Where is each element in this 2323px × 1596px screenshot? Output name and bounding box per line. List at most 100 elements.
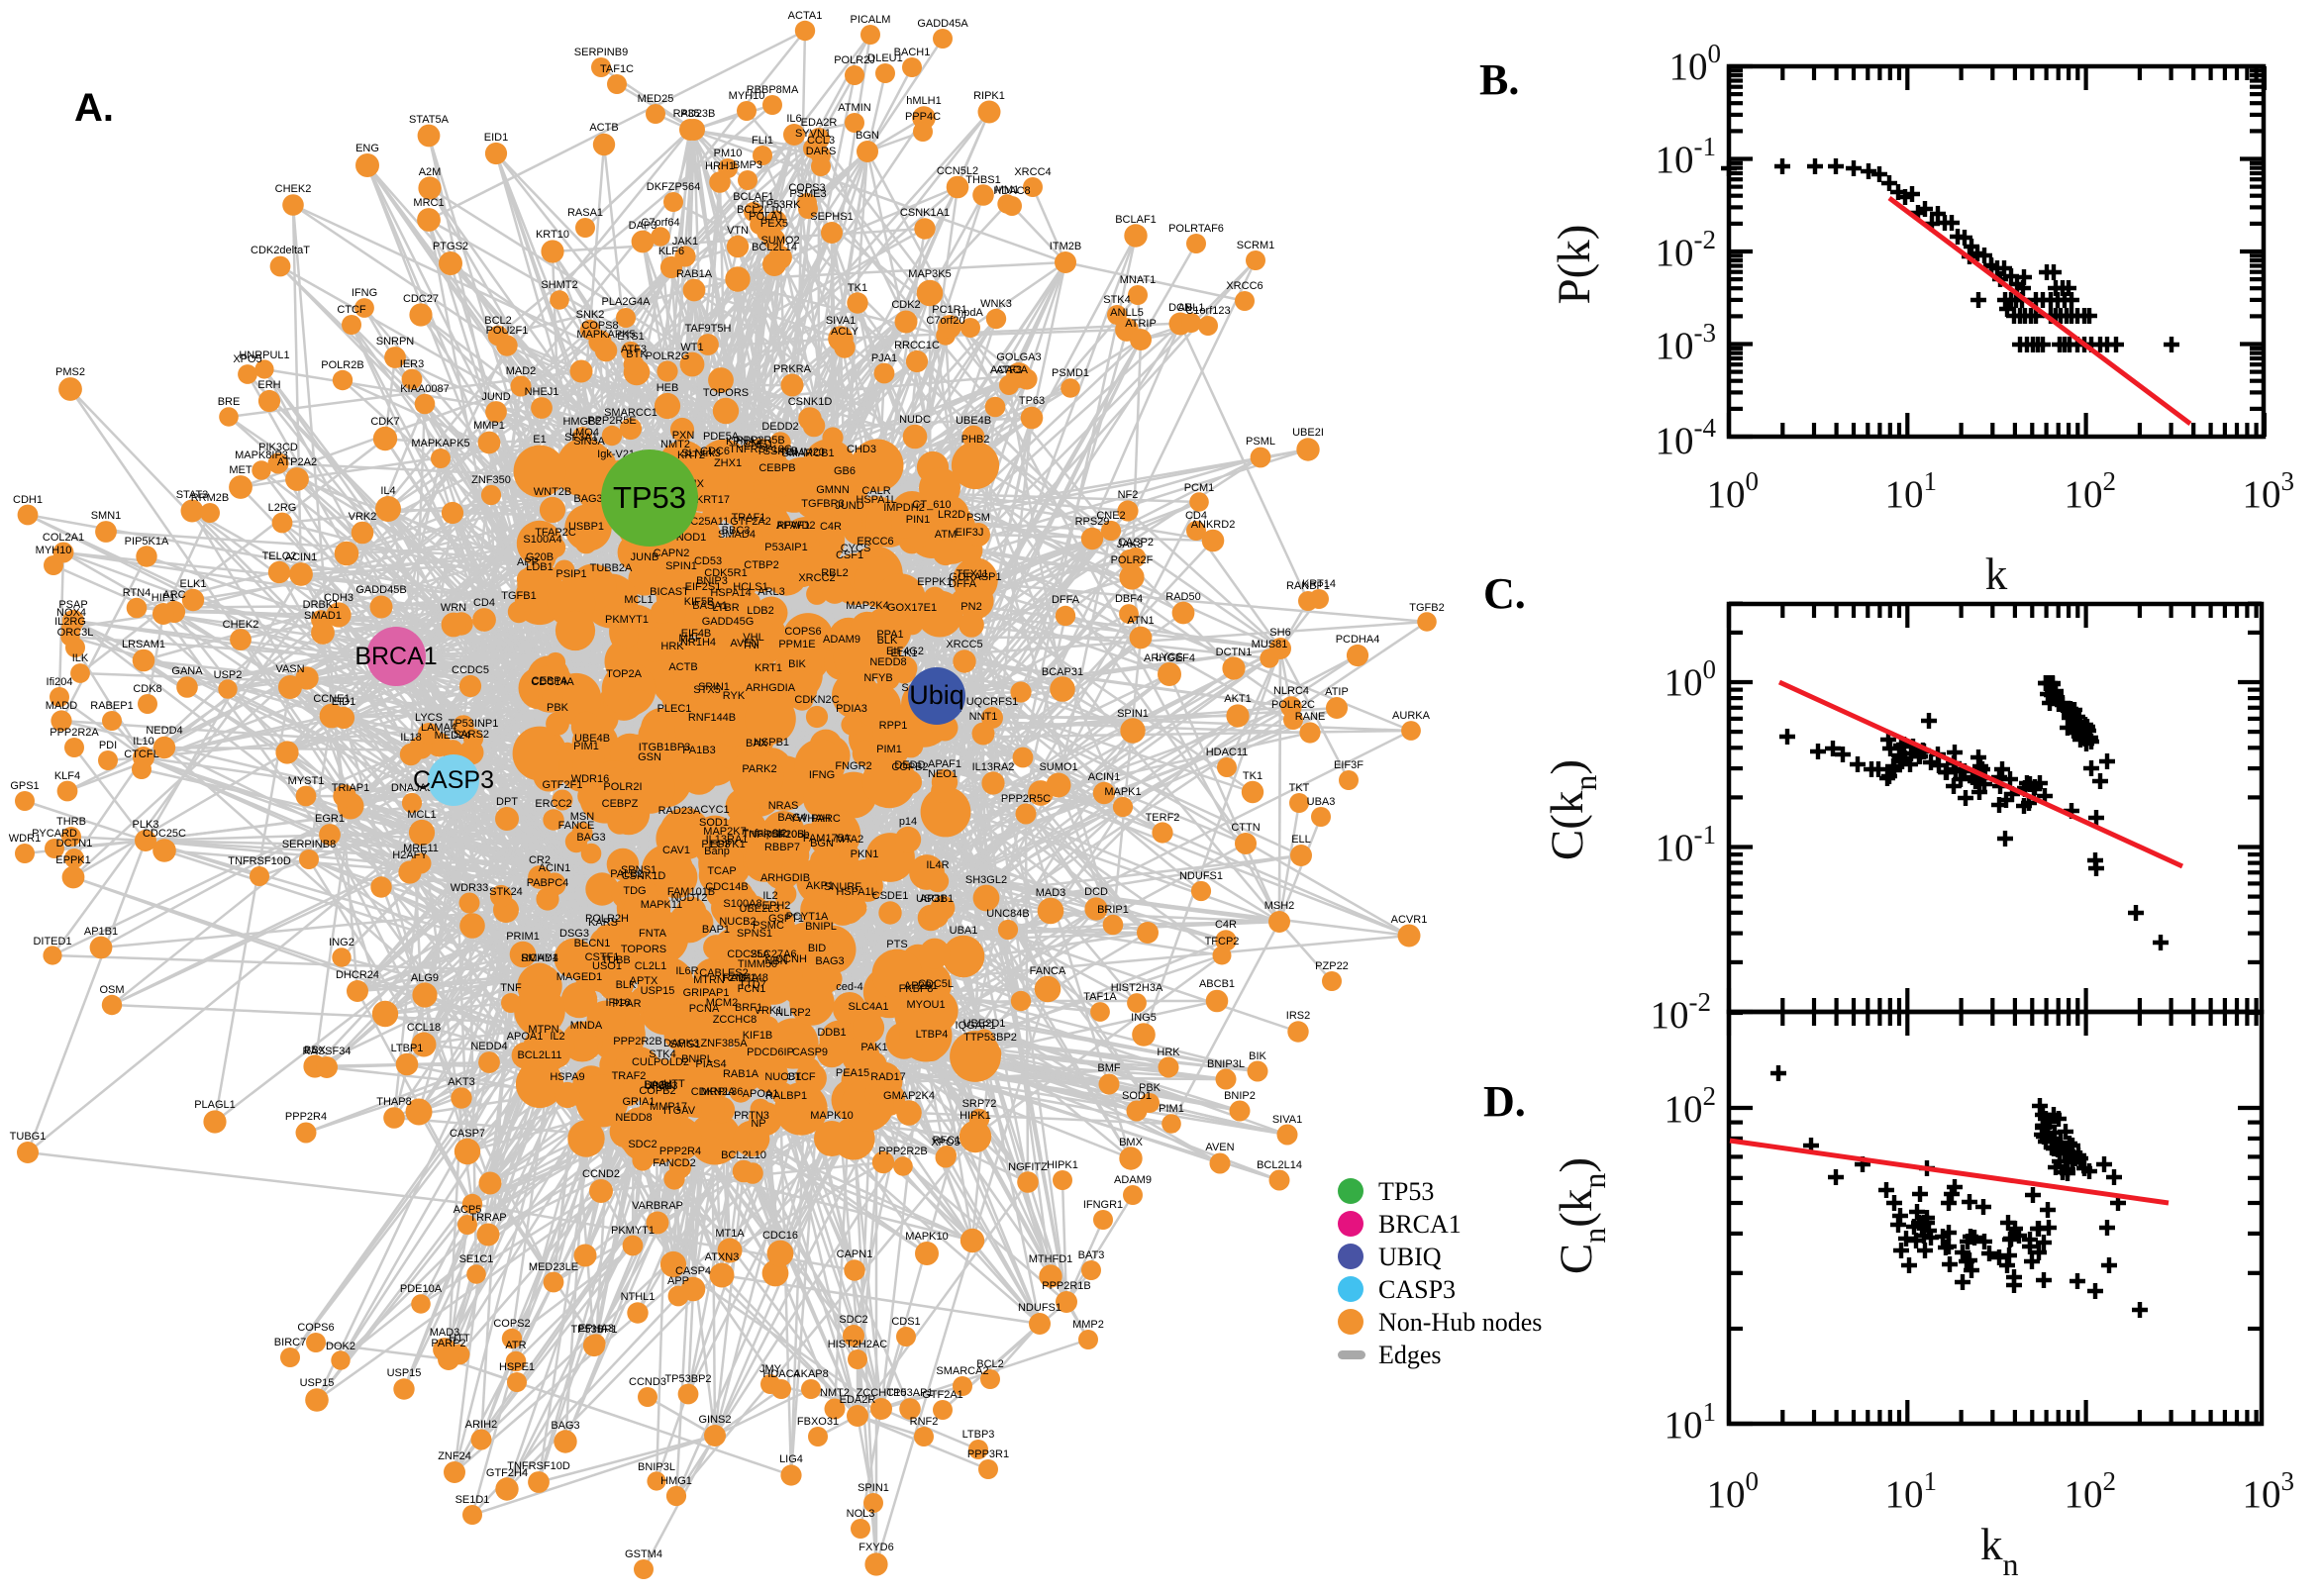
svg-text:IL4R: IL4R (926, 859, 949, 871)
svg-text:PEA15: PEA15 (836, 1067, 869, 1079)
svg-text:BCLAF1: BCLAF1 (733, 191, 774, 203)
svg-text:ACVR1: ACVR1 (1391, 914, 1428, 926)
svg-text:PDI: PDI (99, 740, 117, 751)
svg-text:MTA2: MTA2 (836, 834, 864, 846)
svg-text:P53AIP1: P53AIP1 (764, 542, 807, 553)
svg-text:PSME3: PSME3 (789, 188, 826, 200)
svg-text:MED25: MED25 (638, 93, 674, 105)
svg-text:ABL1: ABL1 (1178, 302, 1205, 314)
svg-text:HIPK1: HIPK1 (1047, 1159, 1078, 1171)
svg-text:BICAST: BICAST (650, 586, 689, 598)
svg-text:NEDD8: NEDD8 (615, 1112, 652, 1124)
svg-text:RIPK1: RIPK1 (973, 90, 1005, 102)
svg-text:RAD23A: RAD23A (658, 805, 701, 817)
svg-text:BCL2L14: BCL2L14 (1257, 1159, 1302, 1171)
svg-text:CTTN: CTTN (1231, 822, 1260, 834)
svg-text:GSN: GSN (638, 751, 661, 763)
svg-text:Ubiq: Ubiq (909, 680, 964, 710)
svg-text:HRK: HRK (660, 641, 684, 652)
svg-text:ACTA1: ACTA1 (788, 10, 823, 22)
svg-text:CR2: CR2 (529, 854, 551, 866)
svg-text:ATMIN: ATMIN (838, 102, 870, 114)
svg-text:npdA: npdA (958, 307, 983, 319)
svg-text:CEBPZ: CEBPZ (602, 798, 639, 810)
svg-text:BAG3: BAG3 (551, 1420, 579, 1432)
svg-text:CDC16: CDC16 (762, 1230, 798, 1242)
svg-text:LMO4: LMO4 (569, 427, 599, 439)
svg-text:PABPC4: PABPC4 (527, 877, 569, 889)
svg-text:ERCC2: ERCC2 (535, 798, 571, 810)
svg-text:NFYB: NFYB (863, 672, 892, 684)
svg-text:RBL2: RBL2 (821, 567, 849, 579)
svg-text:NP: NP (751, 1118, 765, 1130)
svg-text:PPP2R5C: PPP2R5C (1001, 793, 1051, 805)
svg-text:XRCC6: XRCC6 (1226, 280, 1262, 292)
svg-text:EID1: EID1 (484, 132, 508, 144)
svg-text:STX5: STX5 (693, 684, 721, 696)
svg-text:PPP2R2A: PPP2R2A (50, 727, 99, 739)
svg-text:LTBP4: LTBP4 (916, 1029, 949, 1041)
svg-text:CD4: CD4 (1185, 510, 1207, 522)
svg-text:IL2: IL2 (550, 1031, 564, 1043)
svg-text:NEO1: NEO1 (928, 768, 958, 780)
svg-text:PPP3R1: PPP3R1 (967, 1448, 1009, 1460)
svg-text:XRCC4: XRCC4 (1014, 166, 1051, 178)
svg-text:NDUFS1: NDUFS1 (1018, 1302, 1061, 1314)
svg-text:PBK: PBK (547, 702, 569, 714)
svg-text:PIK3CD: PIK3CD (258, 442, 298, 453)
svg-text:BAG4: BAG4 (644, 1079, 672, 1091)
svg-text:HMG1: HMG1 (660, 1475, 692, 1487)
svg-text:CASP3: CASP3 (413, 766, 494, 794)
svg-text:PTGS2: PTGS2 (433, 241, 468, 252)
svg-text:KRT10: KRT10 (536, 229, 569, 241)
svg-text:ced-4: ced-4 (836, 981, 863, 993)
svg-text:ZCCHC8: ZCCHC8 (713, 1014, 758, 1026)
svg-text:MAPK10: MAPK10 (810, 1110, 853, 1122)
svg-text:THRB: THRB (56, 816, 86, 828)
svg-text:NEDD4: NEDD4 (470, 1041, 507, 1052)
svg-text:HIPK1: HIPK1 (960, 1110, 991, 1122)
svg-text:RASSF34: RASSF34 (303, 1046, 352, 1057)
svg-text:HEB: HEB (656, 382, 679, 394)
svg-text:ATR: ATR (505, 1340, 526, 1351)
svg-text:APOA1: APOA1 (743, 1088, 779, 1100)
svg-text:DAP3: DAP3 (629, 220, 657, 232)
svg-text:TAF1A: TAF1A (1083, 991, 1117, 1003)
svg-text:PKN1: PKN1 (851, 848, 879, 860)
svg-text:SPIN1: SPIN1 (858, 1482, 889, 1494)
svg-text:NUDC: NUDC (899, 414, 931, 426)
svg-text:PPP2R1B: PPP2R1B (1042, 1280, 1091, 1292)
svg-text:TP53INP1: TP53INP1 (449, 718, 499, 730)
svg-text:ADAM9: ADAM9 (823, 634, 860, 646)
svg-text:MTHFD1: MTHFD1 (1029, 1253, 1073, 1265)
svg-text:ARHGEF4: ARHGEF4 (1144, 652, 1195, 664)
svg-text:BAP1: BAP1 (702, 924, 730, 936)
svg-text:EIF3J: EIF3J (956, 527, 984, 539)
svg-text:POLR2C: POLR2C (1271, 699, 1315, 711)
svg-text:DFFA: DFFA (1052, 594, 1080, 606)
svg-text:APOA1: APOA1 (507, 1031, 544, 1043)
svg-text:MAPK1: MAPK1 (1104, 786, 1141, 798)
svg-text:MAP2K4: MAP2K4 (846, 600, 888, 612)
svg-text:POLA1: POLA1 (749, 211, 783, 223)
svg-text:PKMYT1: PKMYT1 (611, 1225, 655, 1237)
svg-text:TRAF2: TRAF2 (612, 1070, 647, 1082)
svg-text:B.: B. (1479, 55, 1519, 104)
svg-text:JUND: JUND (481, 391, 510, 403)
svg-text:SMARCB1: SMARCB1 (781, 448, 834, 459)
svg-text:POLR2I: POLR2I (603, 781, 642, 793)
svg-text:STAT5A: STAT5A (409, 114, 450, 126)
svg-text:BIK: BIK (788, 658, 806, 670)
svg-text:CTCF: CTCF (337, 304, 366, 316)
svg-text:MAPKAPK5: MAPKAPK5 (576, 329, 635, 341)
svg-text:UBE2D1: UBE2D1 (963, 1018, 1006, 1030)
svg-text:UBE4B: UBE4B (956, 415, 991, 427)
svg-text:ABCB1: ABCB1 (1199, 978, 1235, 990)
svg-text:PPP2R4: PPP2R4 (285, 1111, 327, 1123)
svg-text:BNIP3L: BNIP3L (638, 1461, 675, 1473)
svg-text:MT1A: MT1A (715, 1228, 745, 1240)
svg-text:EIF3F: EIF3F (1334, 759, 1364, 771)
svg-text:RNF2: RNF2 (910, 1416, 939, 1428)
svg-text:RAB1A: RAB1A (723, 1068, 759, 1080)
svg-text:RAD50: RAD50 (1165, 591, 1200, 603)
